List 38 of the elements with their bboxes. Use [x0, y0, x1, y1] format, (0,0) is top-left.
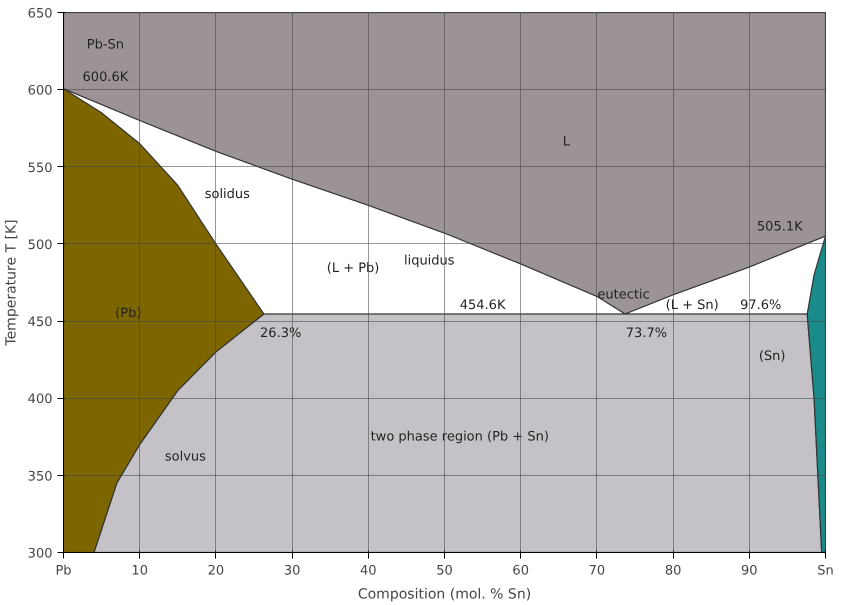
x-tick-label: 90: [741, 564, 758, 578]
annotation: (L + Sn): [666, 298, 719, 314]
x-tick-label: 70: [588, 564, 606, 578]
annotation: 505.1K: [756, 219, 804, 234]
y-axis-title: Temperature T [K]: [4, 219, 20, 347]
x-axis-title: Composition (mol. % Sn): [358, 586, 532, 602]
y-tick-label: 300: [28, 546, 53, 562]
x-tick-label: Pb: [55, 564, 72, 578]
annotation: L: [562, 134, 571, 150]
annotation: (L + Pb): [326, 260, 380, 276]
annotation: 26.3%: [260, 326, 302, 341]
x-tick-label: 60: [512, 564, 529, 578]
annotation: solvus: [164, 449, 206, 464]
annotation: (Pb): [115, 306, 142, 321]
annotation: liquidus: [404, 253, 455, 268]
x-tick-label: 80: [664, 564, 682, 578]
annotation: 97.6%: [740, 298, 782, 314]
annotation: (Sn): [758, 348, 786, 364]
x-tick-label: Sn: [817, 564, 834, 578]
annotation: 454.6K: [460, 298, 506, 314]
x-tick-label: 30: [284, 564, 300, 578]
y-tick-label: 600: [28, 84, 53, 99]
y-tick-label: 350: [28, 469, 53, 484]
y-tick-label: 400: [28, 392, 53, 408]
annotation: Pb-Sn: [86, 37, 124, 52]
annotation: 600.6K: [82, 70, 129, 85]
x-tick-label: 20: [208, 564, 224, 578]
x-tick-label: 40: [360, 564, 377, 578]
y-tick-label: 550: [28, 160, 53, 176]
annotation: two phase region (Pb + Sn): [370, 429, 549, 444]
y-tick-label: 500: [28, 238, 53, 253]
y-tick-label: 450: [28, 315, 53, 330]
x-tick-label: 10: [131, 564, 148, 578]
annotation: 73.7%: [626, 326, 668, 341]
annotation: eutectic: [597, 287, 650, 302]
annotation: solidus: [204, 186, 250, 202]
x-tick-label: 50: [436, 564, 453, 578]
y-tick-label: 650: [28, 6, 53, 22]
